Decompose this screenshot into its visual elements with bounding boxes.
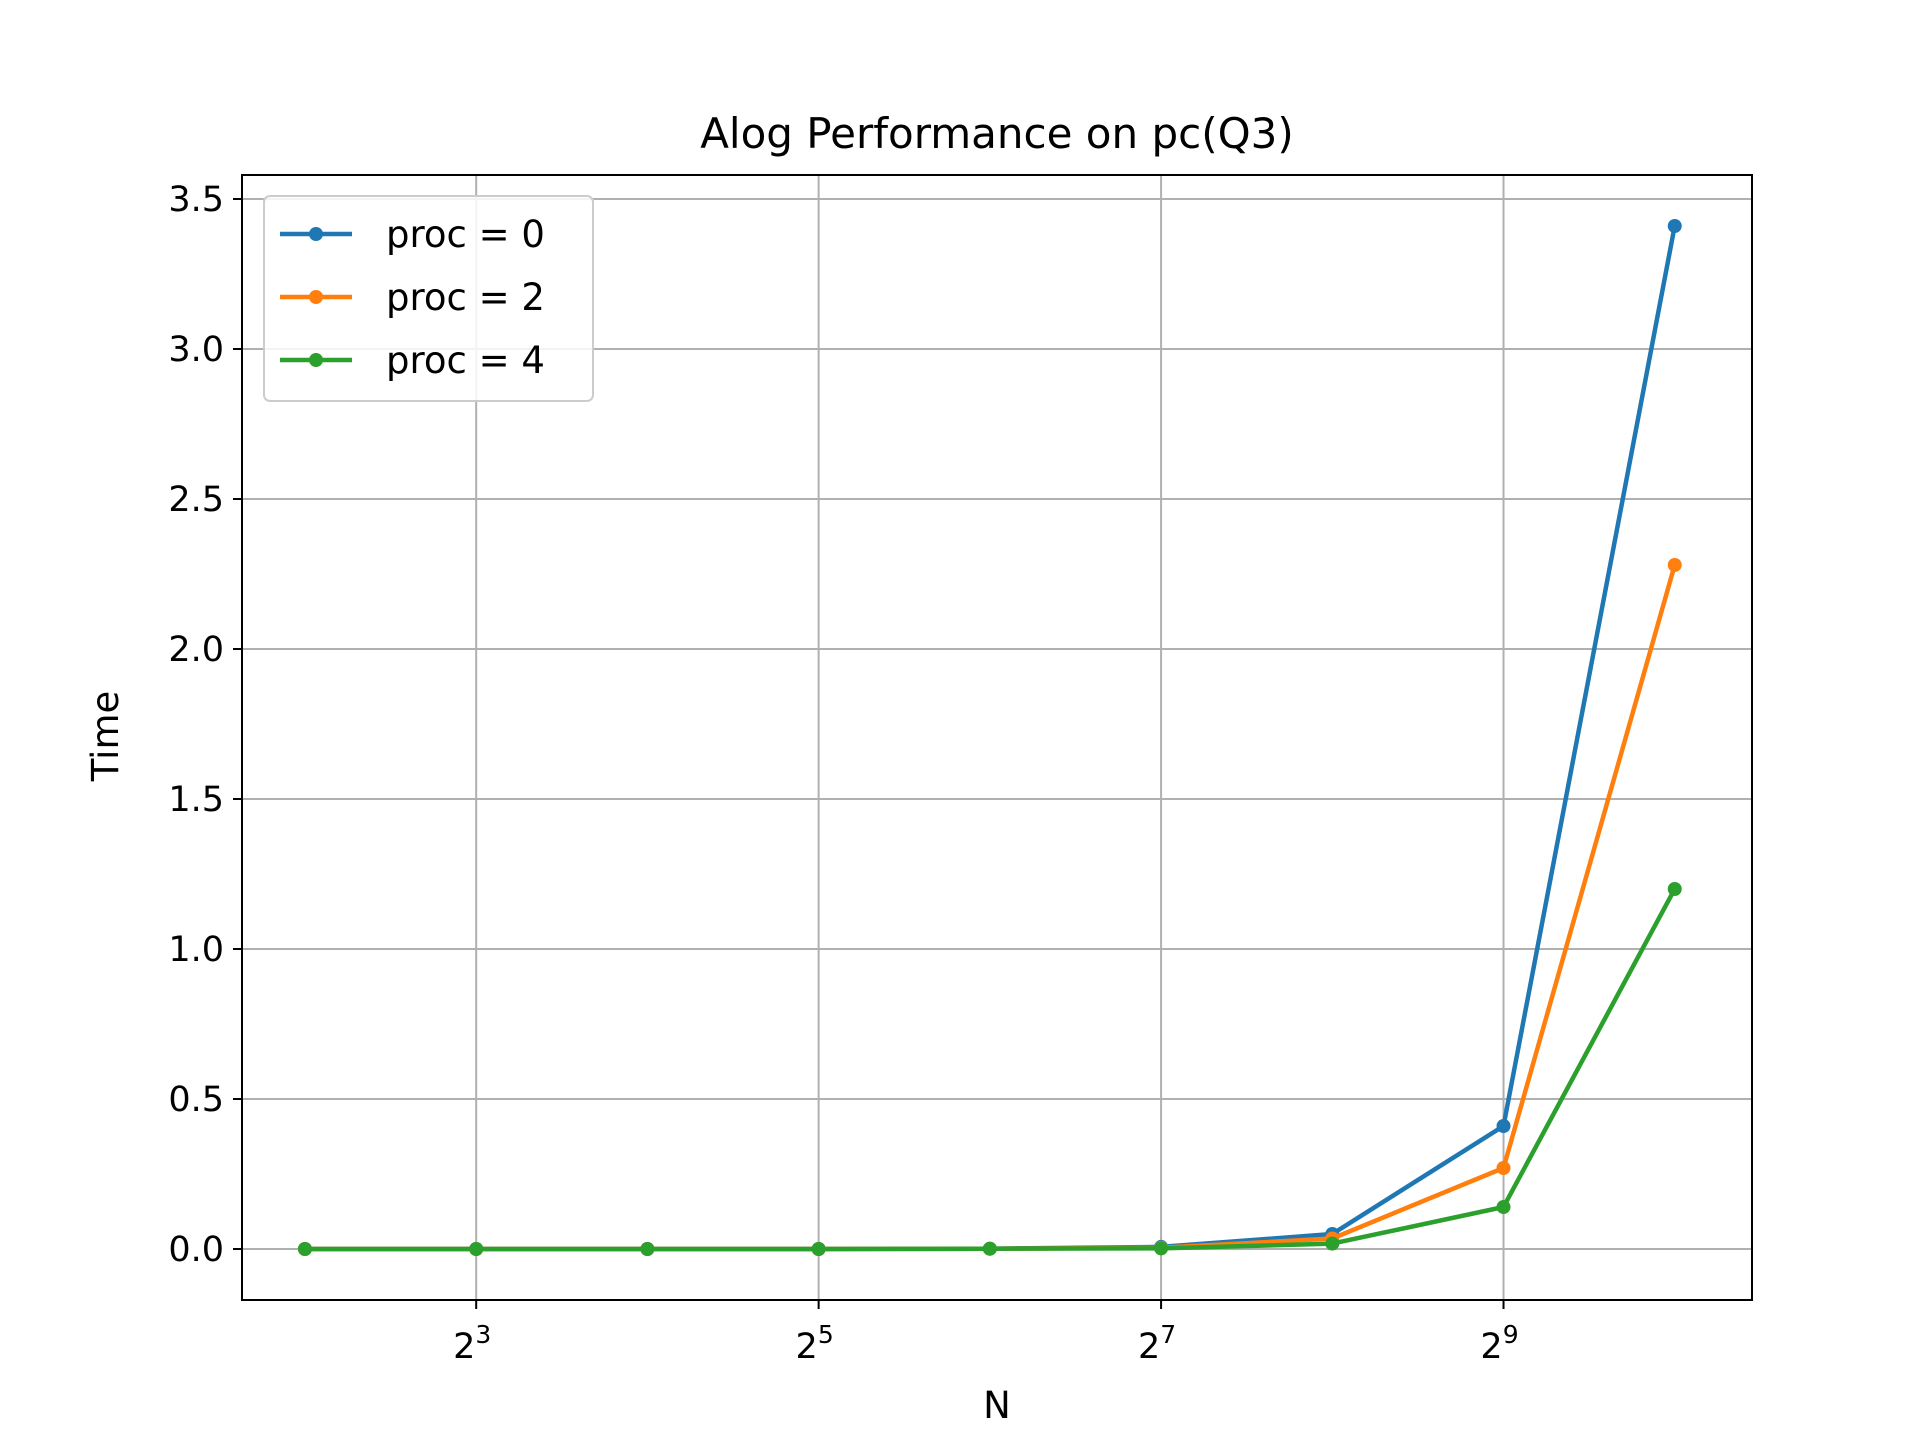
- y-tick-label: 2.5: [168, 480, 224, 520]
- y-tick-label: 0.0: [168, 1230, 224, 1270]
- data-point: [1667, 219, 1682, 233]
- data-point: [469, 1242, 484, 1256]
- legend-label: proc = 4: [386, 339, 545, 382]
- legend: proc = 0 proc = 2 proc = 4: [263, 195, 594, 402]
- plot-frame: [241, 174, 1753, 1301]
- data-point: [1667, 558, 1682, 572]
- y-axis-label: Time: [84, 691, 127, 783]
- y-tick-label: 1.0: [168, 930, 224, 970]
- x-tick-label: 27: [1138, 1320, 1176, 1367]
- series-group: [297, 219, 1682, 1256]
- x-tick-label: 23: [453, 1320, 491, 1367]
- legend-marker: [309, 227, 323, 241]
- data-point: [1496, 1200, 1511, 1214]
- y-tick-label: 1.5: [168, 780, 224, 820]
- axis-ticks: 0.0 0.5 1.0 1.5 2.0 2.5 3.0 3.5 23 25 27 29: [168, 180, 1518, 1367]
- legend-marker: [309, 353, 323, 367]
- legend-marker: [309, 290, 323, 304]
- legend-label: proc = 2: [386, 276, 545, 319]
- data-point: [640, 1242, 655, 1256]
- legend-box: [263, 195, 594, 402]
- y-tick-label: 3.5: [168, 180, 224, 220]
- chart-title: Alog Performance on pc(Q3): [700, 109, 1294, 158]
- data-point: [982, 1241, 997, 1256]
- data-point: [811, 1242, 826, 1256]
- y-tick-label: 3.0: [168, 330, 224, 370]
- y-tick-label: 0.5: [168, 1080, 224, 1120]
- x-tick-label: 29: [1480, 1320, 1518, 1367]
- data-point: [1325, 1236, 1340, 1251]
- x-axis-label: N: [983, 1384, 1011, 1427]
- data-point: [297, 1242, 312, 1256]
- data-point: [1667, 882, 1682, 896]
- data-point: [1154, 1241, 1169, 1256]
- y-tick-label: 2.0: [168, 630, 224, 670]
- data-point: [1496, 1161, 1511, 1175]
- legend-item: proc = 0: [280, 213, 545, 256]
- series-2: [297, 882, 1682, 1256]
- legend-item: proc = 2: [280, 276, 545, 319]
- legend-label: proc = 0: [386, 213, 545, 256]
- x-tick-label: 25: [796, 1320, 834, 1367]
- legend-item: proc = 4: [280, 339, 545, 382]
- data-point: [1496, 1119, 1511, 1133]
